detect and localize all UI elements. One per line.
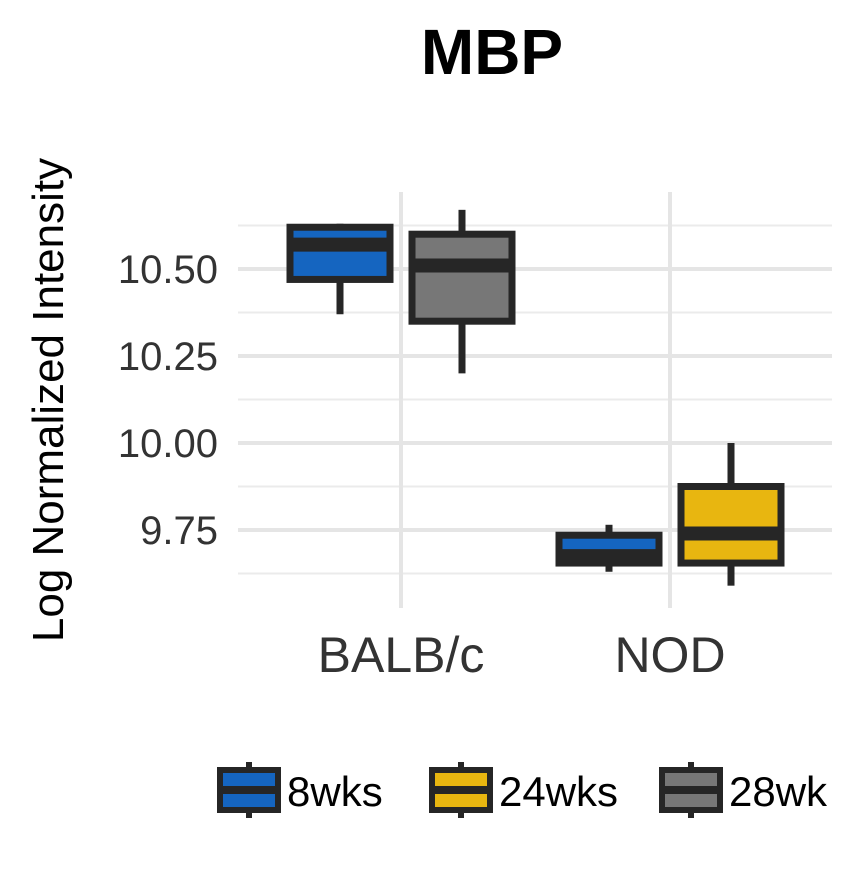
- box-body: [677, 483, 785, 567]
- grid-lines: [238, 192, 832, 608]
- boxes: [286, 209, 785, 586]
- legend-label: 28wk: [729, 768, 828, 815]
- box-body: [408, 230, 516, 325]
- legend-item-8wks: 8wks: [217, 762, 383, 818]
- y-tick-label: 9.75: [140, 509, 218, 553]
- box-24wks-nod: [677, 443, 785, 586]
- box-body: [286, 223, 394, 283]
- y-tick-label: 10.00: [118, 422, 218, 466]
- x-axis-ticks: BALB/c NOD: [318, 627, 726, 683]
- legend: 8wks 24wks 28wk: [217, 762, 828, 818]
- x-tick-label: BALB/c: [318, 627, 485, 683]
- legend-item-28wk: 28wk: [659, 762, 828, 818]
- legend-label: 8wks: [287, 768, 383, 815]
- chart-title: MBP: [421, 16, 563, 88]
- legend-label: 24wks: [499, 768, 618, 815]
- y-tick-label: 10.50: [118, 248, 218, 292]
- y-axis-label: Log Normalized Intensity: [24, 158, 73, 642]
- x-tick-label: NOD: [614, 627, 725, 683]
- box-28wk-balbc: [408, 209, 516, 374]
- y-tick-label: 10.25: [118, 335, 218, 379]
- y-axis-ticks: 9.75 10.00 10.25 10.50: [118, 248, 218, 553]
- box-8wks-balbc: [286, 223, 394, 315]
- box-8wks-nod: [555, 524, 663, 572]
- legend-item-24wks: 24wks: [429, 762, 618, 818]
